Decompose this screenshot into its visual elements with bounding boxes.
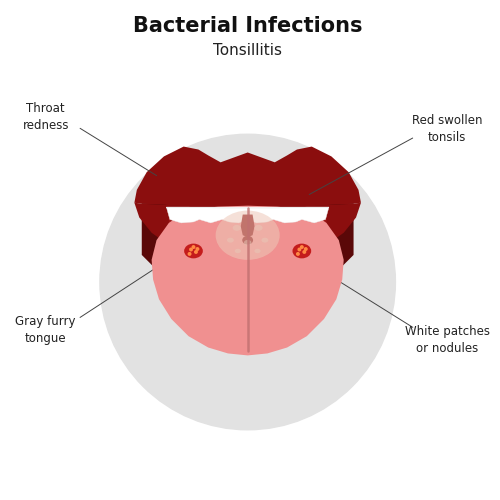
Ellipse shape (227, 238, 234, 242)
Text: Red swollen
tonsils: Red swollen tonsils (412, 114, 482, 144)
Circle shape (188, 252, 192, 256)
Ellipse shape (184, 244, 203, 258)
Circle shape (100, 134, 396, 430)
Polygon shape (241, 214, 254, 237)
Polygon shape (142, 203, 354, 285)
Circle shape (194, 250, 198, 254)
Text: Bacterial Infections: Bacterial Infections (133, 16, 362, 36)
Circle shape (296, 252, 300, 256)
Polygon shape (134, 146, 361, 210)
Polygon shape (169, 210, 326, 265)
Ellipse shape (244, 240, 252, 246)
Ellipse shape (254, 249, 260, 253)
Polygon shape (134, 202, 361, 260)
Text: Throat
redness: Throat redness (22, 102, 69, 132)
Text: Gray furry
tongue: Gray furry tongue (16, 315, 76, 345)
Polygon shape (166, 207, 329, 223)
Ellipse shape (234, 249, 241, 253)
Ellipse shape (216, 210, 280, 260)
Ellipse shape (242, 236, 253, 244)
Circle shape (304, 247, 308, 251)
Circle shape (298, 248, 302, 252)
Ellipse shape (262, 238, 268, 242)
Circle shape (189, 248, 193, 252)
Circle shape (192, 245, 196, 249)
Ellipse shape (254, 225, 262, 231)
Ellipse shape (232, 225, 241, 231)
Circle shape (302, 250, 306, 254)
Ellipse shape (292, 244, 311, 258)
Circle shape (196, 247, 200, 251)
Text: Tonsillitis: Tonsillitis (213, 43, 282, 58)
Polygon shape (152, 206, 344, 356)
Circle shape (300, 245, 304, 249)
Text: White patches
or nodules: White patches or nodules (404, 324, 490, 354)
